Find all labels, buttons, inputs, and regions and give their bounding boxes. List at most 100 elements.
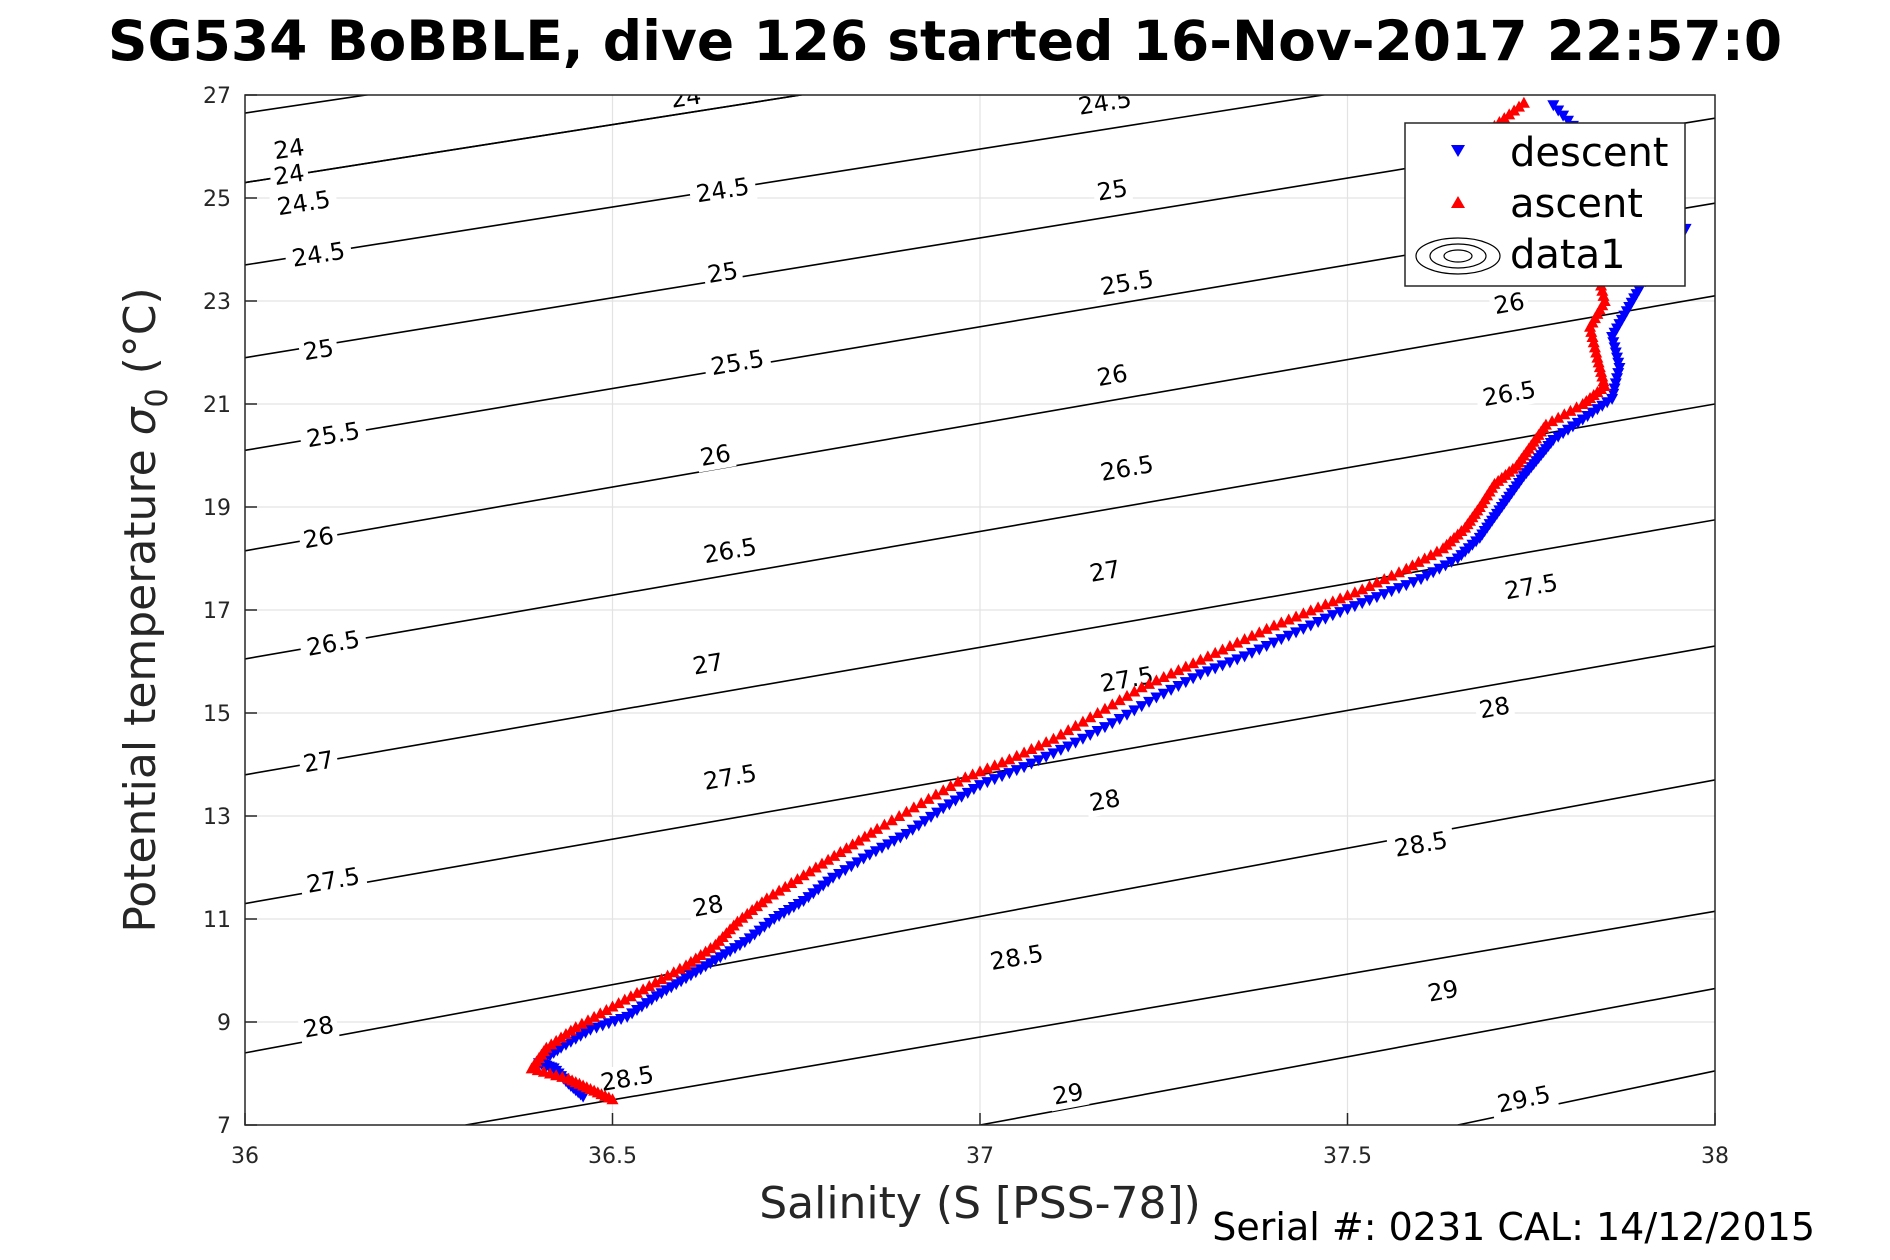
- descent-marker: [1128, 705, 1141, 717]
- ascent-marker: [655, 973, 668, 985]
- ascent-marker: [893, 810, 906, 821]
- x-tick-label: 38: [1701, 1144, 1729, 1169]
- ascent-marker: [1319, 598, 1332, 610]
- descent-marker: [1010, 765, 1023, 777]
- ascent-marker: [1546, 415, 1559, 427]
- ascent-marker: [846, 838, 859, 850]
- ascent-marker: [680, 959, 692, 971]
- ascent-marker: [588, 1010, 601, 1022]
- contour-line: [245, 519, 1715, 776]
- descent-marker: [1245, 647, 1258, 659]
- ascent-marker: [684, 955, 697, 967]
- contour-label-background: [665, 95, 707, 115]
- ascent-marker: [937, 784, 950, 796]
- x-axis-label: Salinity (S [PSS-78]): [759, 1178, 1201, 1229]
- y-tick-label: 7: [217, 1114, 231, 1139]
- ascent-marker: [1392, 566, 1405, 578]
- descent-marker: [888, 835, 901, 847]
- descent-marker: [1612, 357, 1625, 369]
- contour-line: [245, 295, 1715, 552]
- ascent-marker: [1179, 660, 1192, 672]
- ascent-marker: [822, 853, 835, 865]
- contour-label: 25: [1091, 173, 1134, 208]
- contour-label-background: [297, 1009, 340, 1045]
- ascent-marker: [1091, 707, 1104, 718]
- ascent-marker: [612, 997, 625, 1009]
- descent-marker: [925, 811, 937, 823]
- contour-label-background: [1488, 286, 1531, 321]
- ascent-marker: [1275, 616, 1288, 628]
- ascent-marker: [1187, 657, 1200, 669]
- ascent-marker: [575, 1017, 588, 1029]
- contour-label: 26: [1091, 358, 1134, 393]
- ascent-marker: [1400, 562, 1413, 574]
- ascent-marker: [1047, 732, 1060, 744]
- x-tick-label: 37: [966, 1144, 994, 1169]
- contour-label-text: 24: [669, 81, 703, 113]
- contour-label: 24.5: [687, 171, 758, 210]
- ascent-marker: [996, 756, 1009, 768]
- isopycnal-contours: 242424.524.52424.524.525252525.525.525.5…: [245, 81, 1715, 1125]
- ascent-marker: [1341, 589, 1354, 601]
- descent-marker: [845, 861, 858, 873]
- contour-label-background: [1092, 448, 1162, 488]
- ascent-marker: [1385, 569, 1398, 581]
- contour-label-background: [981, 938, 1052, 977]
- contour-label-background: [1421, 973, 1465, 1009]
- ascent-marker: [1282, 613, 1295, 625]
- ascent-marker: [667, 966, 680, 978]
- descent-marker: [1319, 613, 1332, 625]
- contour-label-text: 27: [1088, 555, 1123, 588]
- ascent-marker: [618, 993, 631, 1005]
- descent-marker: [1216, 660, 1229, 672]
- ascent-marker: [1418, 552, 1431, 564]
- ascent-marker: [1010, 749, 1023, 761]
- descent-marker: [833, 868, 846, 880]
- ascent-marker: [988, 759, 1001, 771]
- ascent-marker: [871, 822, 884, 834]
- ascent-marker: [594, 1007, 607, 1019]
- ascent-marker: [1268, 619, 1280, 631]
- descent-marker: [1378, 589, 1391, 601]
- descent-marker: [857, 853, 870, 865]
- ascent-marker: [1253, 626, 1266, 638]
- ascent-marker: [815, 857, 828, 869]
- descent-marker: [1356, 598, 1369, 610]
- descent-marker: [1445, 556, 1458, 568]
- descent-marker: [1297, 623, 1310, 635]
- contour-label: 29: [1046, 1076, 1090, 1112]
- ascent-marker: [791, 873, 804, 885]
- ascent-marker: [643, 979, 656, 991]
- contour-label: 28: [686, 888, 730, 924]
- descent-marker: [1084, 729, 1097, 741]
- contour-label: 28: [297, 1009, 340, 1045]
- descent-marker: [1415, 574, 1427, 586]
- descent-marker: [1609, 347, 1622, 359]
- ascent-marker: [1084, 711, 1097, 723]
- y-axis-label-subscript: 0: [140, 388, 175, 407]
- descent-marker: [1611, 373, 1623, 385]
- ascent-marker: [1297, 607, 1310, 619]
- ascent-marker: [550, 1034, 563, 1046]
- ascent-marker: [694, 949, 707, 961]
- legend: descent ascent data1: [1404, 122, 1686, 287]
- contour-label-text: 26: [698, 439, 733, 472]
- ascent-marker: [606, 1000, 619, 1012]
- contour-label-background: [1046, 1076, 1090, 1112]
- ascent-marker: [864, 826, 877, 838]
- descent-marker: [1172, 680, 1185, 692]
- descent-marker: [981, 777, 994, 789]
- contour-label: 29: [1421, 973, 1465, 1009]
- descent-marker: [1209, 663, 1222, 675]
- ascent-marker: [1106, 698, 1119, 710]
- contour-label-background: [268, 158, 311, 192]
- descent-marker: [1392, 583, 1405, 595]
- contour-label: 27: [686, 647, 730, 682]
- ascent-marker: [1135, 681, 1148, 693]
- descent-marker: [900, 829, 913, 841]
- contour-label-background: [1488, 1078, 1560, 1120]
- descent-marker: [1400, 580, 1413, 592]
- descent-marker: [1047, 748, 1060, 760]
- contour-label-background: [1386, 824, 1456, 864]
